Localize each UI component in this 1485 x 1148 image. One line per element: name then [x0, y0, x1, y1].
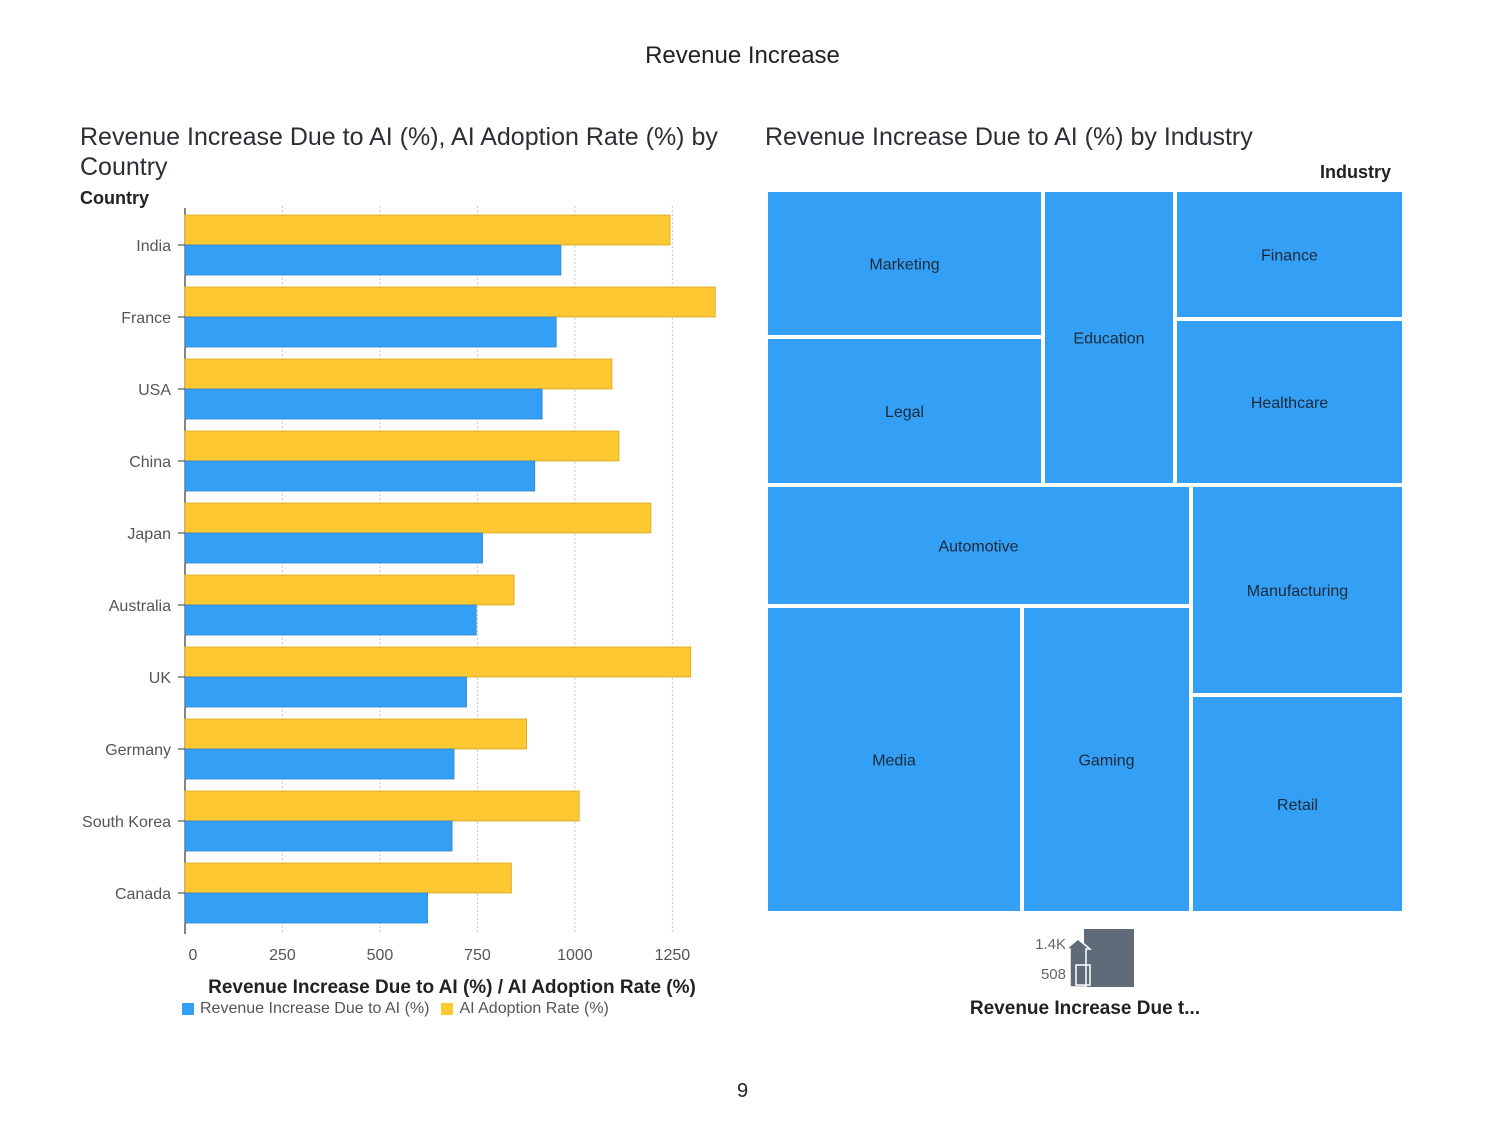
x-tick-label: 1250 — [655, 947, 691, 964]
treemap-tile-automotive — [768, 487, 1189, 604]
treemap-label-legal: Legal — [885, 404, 924, 421]
x-tick-label: 250 — [269, 947, 296, 964]
treemap-chart: Marketing Education Finance Legal Healthcare… — [768, 192, 1402, 911]
x-tick-label: 750 — [464, 947, 491, 964]
bar-chart: 0 250 500 750 1000 1250 India France USA China Jap… — [82, 206, 716, 998]
bar-revenue-france — [184, 316, 557, 348]
treemap-label-finance: Finance — [1261, 248, 1318, 265]
bar-chart-legend: Revenue Increase Due to AI (%) AI Adopti… — [182, 1000, 609, 1018]
gradient-legend-title: Revenue Increase Due t... — [969, 998, 1201, 1019]
treemap-tile-education — [1045, 192, 1173, 483]
bar-chart-title: Revenue Increase Due to AI (%), AI Adopt… — [80, 123, 718, 181]
y-tick-label: South Korea — [82, 814, 171, 831]
bar-chart-y-group-label: Country — [80, 188, 149, 208]
y-tick-label: UK — [149, 670, 172, 687]
y-tick-label: Australia — [109, 598, 171, 615]
y-tick-label: Canada — [115, 886, 171, 903]
x-tick-label: 500 — [367, 947, 394, 964]
treemap-label-manufacturing: Manufacturing — [1247, 583, 1348, 600]
bar-adoption-usa — [184, 358, 613, 390]
bar-adoption-france — [184, 286, 716, 318]
bar-adoption-canada — [184, 862, 512, 894]
bar-adoption-australia — [184, 574, 515, 606]
color-gradient-legend: 1.4K 508 — [1035, 929, 1134, 988]
treemap-title: Revenue Increase Due to AI (%) by Indust… — [765, 123, 1253, 151]
bar-adoption-germany — [184, 718, 527, 750]
bar-adoption-japan — [184, 502, 652, 534]
treemap-label-media: Media — [872, 753, 916, 770]
gradient-slider-handle-icon[interactable] — [1063, 938, 1093, 988]
treemap-tile-healthcare — [1177, 321, 1402, 483]
legend-item-revenue: Revenue Increase Due to AI (%) — [182, 1000, 429, 1018]
y-tick-label: Germany — [105, 742, 171, 759]
legend-swatch-adoption — [441, 1003, 454, 1015]
bar-revenue-uk — [184, 676, 467, 708]
treemap-label-automotive: Automotive — [938, 539, 1018, 556]
bar-revenue-germany — [184, 748, 455, 780]
legend-label-revenue: Revenue Increase Due to AI (%) — [200, 1000, 430, 1017]
gradient-bar — [1084, 929, 1134, 987]
treemap-tile-manufacturing — [1193, 487, 1402, 693]
treemap-tile-finance — [1177, 192, 1402, 317]
treemap-tile-media — [768, 608, 1020, 911]
y-tick-label: France — [121, 310, 171, 327]
x-tick-label: 1000 — [557, 947, 593, 964]
bar-revenue-usa — [184, 388, 543, 420]
bar-revenue-china — [184, 460, 536, 492]
legend-label-adoption: AI Adoption Rate (%) — [459, 1000, 609, 1017]
treemap-label-education: Education — [1073, 331, 1144, 348]
page-number: 9 — [736, 1080, 749, 1102]
bar-revenue-japan — [184, 532, 483, 564]
legend-item-adoption: AI Adoption Rate (%) — [441, 1000, 609, 1018]
treemap-label-marketing: Marketing — [869, 257, 939, 274]
treemap-label-gaming: Gaming — [1078, 753, 1134, 770]
y-tick-label: India — [136, 238, 171, 255]
bar-revenue-australia — [184, 604, 477, 636]
bar-revenue-south-korea — [184, 820, 453, 852]
x-tick-label: 0 — [189, 947, 198, 964]
treemap-tile-retail — [1193, 697, 1402, 911]
bar-revenue-canada — [184, 892, 428, 924]
treemap-group-label: Industry — [1320, 162, 1392, 182]
treemap-tile-gaming — [1024, 608, 1189, 911]
treemap-label-retail: Retail — [1277, 797, 1318, 814]
x-axis-title: Revenue Increase Due to AI (%) / AI Adop… — [208, 977, 696, 998]
treemap-tile-marketing — [768, 192, 1041, 335]
page-title: Revenue Increase — [645, 42, 840, 69]
treemap-tile-legal — [768, 339, 1041, 483]
bar-revenue-india — [184, 244, 562, 276]
y-tick-label: China — [129, 454, 171, 471]
bar-adoption-india — [184, 214, 671, 246]
legend-swatch-revenue — [182, 1003, 194, 1015]
gradient-max-label: 1.4K — [1035, 936, 1066, 953]
treemap-label-healthcare: Healthcare — [1251, 395, 1328, 412]
bar-adoption-uk — [184, 646, 692, 678]
bar-adoption-south-korea — [184, 790, 580, 822]
y-tick-label: USA — [138, 382, 171, 399]
gradient-slider-thumb[interactable] — [1075, 964, 1091, 986]
gradient-min-label: 508 — [1041, 966, 1066, 983]
y-tick-label: Japan — [127, 526, 171, 543]
bar-adoption-china — [184, 430, 620, 462]
